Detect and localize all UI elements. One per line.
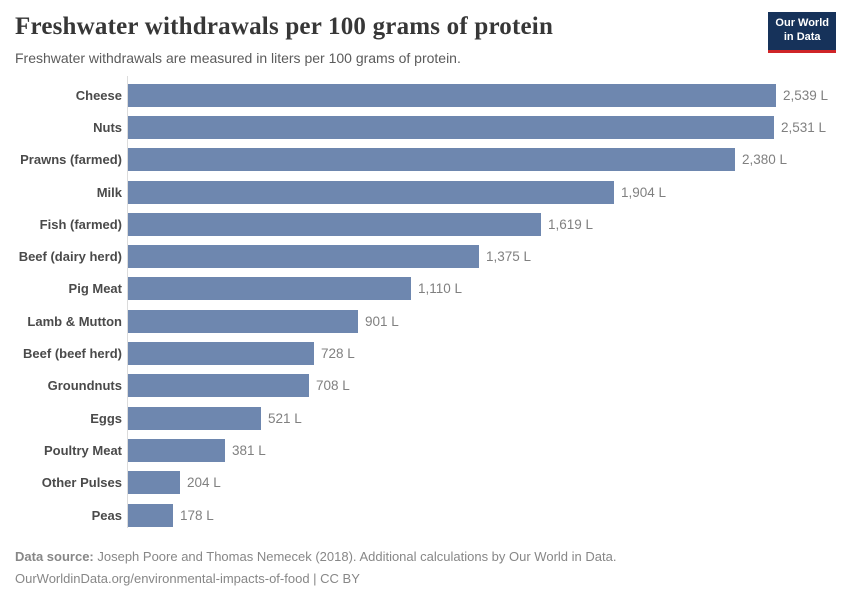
row-plot-area: 1,904 L xyxy=(128,180,850,204)
row-plot-area: 1,110 L xyxy=(128,277,850,301)
value-label: 1,375 L xyxy=(486,249,532,265)
chart-row: Milk 1,904 L xyxy=(15,176,850,208)
value-label: 901 L xyxy=(365,313,399,329)
value-label: 521 L xyxy=(268,410,302,426)
category-label: Cheese xyxy=(75,87,122,103)
chart-row: Beef (beef herd) 728 L xyxy=(15,337,850,369)
value-label: 1,904 L xyxy=(621,184,667,200)
bar[interactable] xyxy=(128,406,261,430)
row-plot-area: 204 L xyxy=(128,471,850,495)
value-label: 728 L xyxy=(321,346,355,362)
chart-row: Lamb & Mutton 901 L xyxy=(15,305,850,337)
bar[interactable] xyxy=(128,503,173,527)
category-label: Other Pulses xyxy=(41,475,122,491)
row-plot-area: 1,375 L xyxy=(128,245,850,269)
row-plot-area: 521 L xyxy=(128,406,850,430)
category-label: Groundnuts xyxy=(47,378,122,394)
bar[interactable] xyxy=(128,212,541,236)
category-label: Lamb & Mutton xyxy=(27,313,122,329)
bar[interactable] xyxy=(128,342,314,366)
bar[interactable] xyxy=(128,115,774,139)
row-plot-area: 728 L xyxy=(128,342,850,366)
value-label: 178 L xyxy=(180,507,214,523)
data-source-text: Joseph Poore and Thomas Nemecek (2018). … xyxy=(93,549,617,565)
chart-row: Poultry Meat 381 L xyxy=(15,434,850,466)
row-plot-area: 2,539 L xyxy=(128,83,850,107)
chart-row: Other Pulses 204 L xyxy=(15,467,850,499)
category-label: Nuts xyxy=(93,119,122,135)
bar[interactable] xyxy=(128,148,735,172)
y-axis-line xyxy=(127,76,128,528)
bar[interactable] xyxy=(128,277,411,301)
value-label: 2,380 L xyxy=(742,152,788,168)
chart-row: Nuts 2,531 L xyxy=(15,111,850,143)
bar[interactable] xyxy=(128,83,776,107)
bar[interactable] xyxy=(128,180,614,204)
bar-chart: Cheese 2,539 L Nuts 2,531 L Prawns (farm… xyxy=(15,76,850,531)
chart-row: Fish (farmed) 1,619 L xyxy=(15,208,850,240)
owid-logo-line2: in Data xyxy=(783,30,821,43)
chart-row: Eggs 521 L xyxy=(15,402,850,434)
value-label: 1,619 L xyxy=(548,216,594,232)
row-plot-area: 178 L xyxy=(128,503,850,527)
data-source-label: Data source: xyxy=(15,549,94,565)
category-label: Milk xyxy=(96,184,122,200)
row-plot-area: 1,619 L xyxy=(128,212,850,236)
category-label: Pig Meat xyxy=(68,281,122,297)
row-plot-area: 2,380 L xyxy=(128,148,850,172)
owid-logo[interactable]: Our World in Data xyxy=(768,12,836,53)
category-label: Fish (farmed) xyxy=(39,216,122,232)
chart-header: Freshwater withdrawals per 100 grams of … xyxy=(0,0,850,66)
bar[interactable] xyxy=(128,471,180,495)
chart-subtitle: Freshwater withdrawals are measured in l… xyxy=(15,50,461,66)
chart-title: Freshwater withdrawals per 100 grams of … xyxy=(15,13,554,40)
category-label: Beef (beef herd) xyxy=(23,346,122,362)
chart-row: Cheese 2,539 L xyxy=(15,79,850,111)
chart-row: Peas 178 L xyxy=(15,499,850,531)
row-plot-area: 901 L xyxy=(128,309,850,333)
chart-rows: Cheese 2,539 L Nuts 2,531 L Prawns (farm… xyxy=(15,79,850,531)
value-label: 381 L xyxy=(232,442,266,458)
row-plot-area: 708 L xyxy=(128,374,850,398)
category-label: Poultry Meat xyxy=(43,442,122,458)
category-label: Beef (dairy herd) xyxy=(18,249,122,265)
data-source-line: Data source: Joseph Poore and Thomas Nem… xyxy=(15,546,850,568)
value-label: 708 L xyxy=(316,378,350,394)
chart-row: Beef (dairy herd) 1,375 L xyxy=(15,240,850,272)
value-label: 204 L xyxy=(187,475,221,491)
citation-link[interactable]: OurWorldinData.org/environmental-impacts… xyxy=(15,571,360,587)
bar[interactable] xyxy=(128,374,309,398)
value-label: 1,110 L xyxy=(418,281,463,297)
category-label: Eggs xyxy=(90,410,122,426)
chart-footer: Data source: Joseph Poore and Thomas Nem… xyxy=(15,546,850,590)
chart-row: Groundnuts 708 L xyxy=(15,370,850,402)
owid-logo-line1: Our World xyxy=(775,17,829,29)
bar[interactable] xyxy=(128,438,225,462)
row-plot-area: 381 L xyxy=(128,438,850,462)
category-label: Prawns (farmed) xyxy=(20,152,122,168)
value-label: 2,531 L xyxy=(781,119,827,135)
bar[interactable] xyxy=(128,309,358,333)
bar[interactable] xyxy=(128,245,479,269)
chart-row: Pig Meat 1,110 L xyxy=(15,273,850,305)
chart-row: Prawns (farmed) 2,380 L xyxy=(15,144,850,176)
category-label: Peas xyxy=(91,507,122,523)
row-plot-area: 2,531 L xyxy=(128,115,850,139)
value-label: 2,539 L xyxy=(783,87,829,103)
